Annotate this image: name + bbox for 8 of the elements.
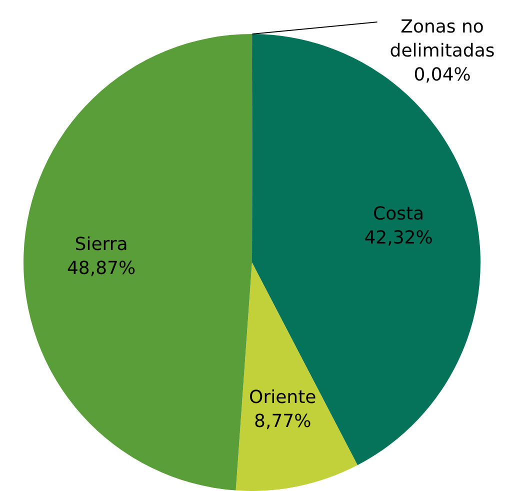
data-label: 8,77%: [254, 410, 312, 432]
slice-label: Sierra: [74, 234, 128, 255]
slice-label: Costa: [373, 204, 424, 225]
slice-label: Oriente: [249, 386, 316, 408]
data-label: 48,87%: [66, 258, 136, 279]
slice-label: Zonas no delimitadas: [390, 16, 495, 62]
data-label: 42,32%: [364, 228, 433, 249]
data-label: 0,04%: [414, 64, 471, 86]
